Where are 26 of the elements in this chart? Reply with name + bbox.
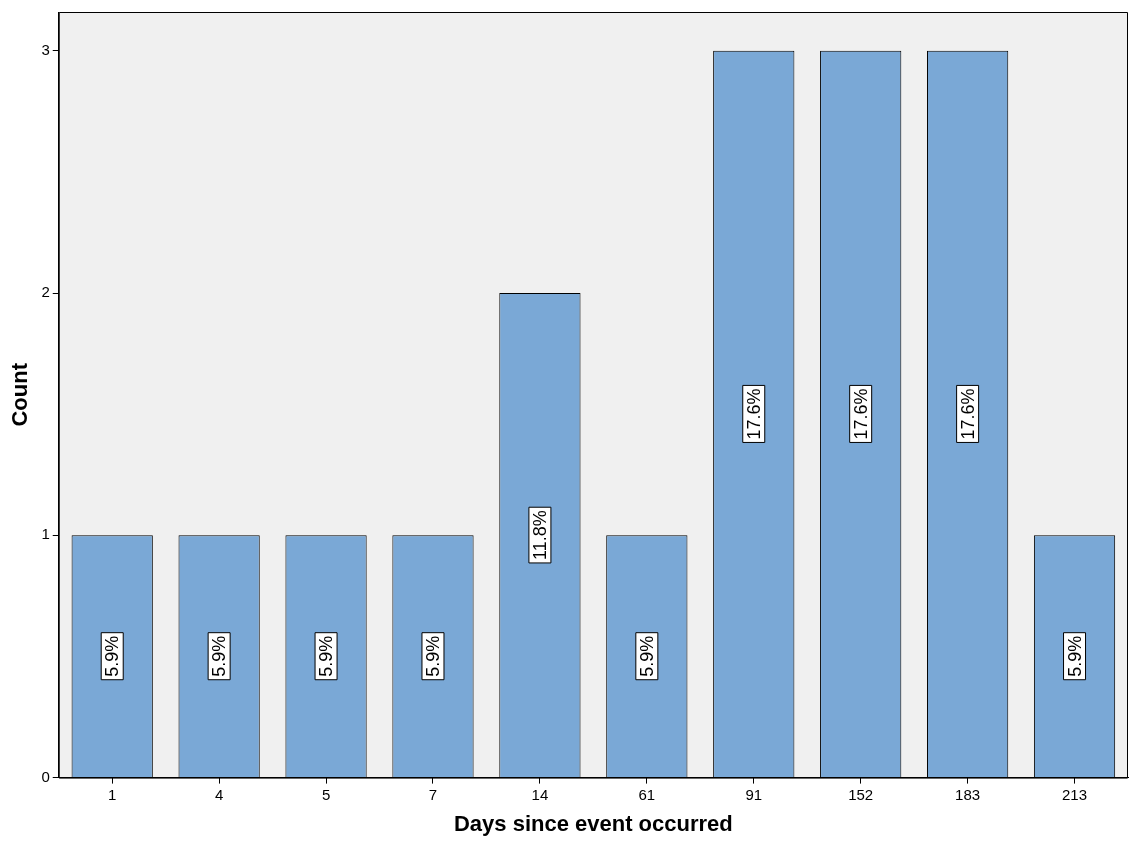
annotation: 11.8% (529, 510, 550, 560)
y-tick-label: 1 (41, 525, 50, 543)
y-tick-label: 2 (41, 283, 50, 301)
x-tick-label: 91 (745, 785, 763, 803)
y-tick-label: 3 (41, 40, 50, 58)
x-tick-label: 1 (108, 785, 117, 803)
annotation: 5.9% (102, 635, 123, 677)
annotation: 17.6% (850, 388, 871, 440)
annotation: 5.9% (316, 635, 337, 677)
x-tick-label: 14 (531, 785, 549, 803)
x-tick-label: 152 (848, 785, 874, 803)
x-tick-label: 4 (214, 785, 224, 803)
x-tick-label: 183 (955, 785, 981, 803)
annotation: 5.9% (636, 635, 657, 677)
y-axis-title: Count (7, 362, 33, 427)
annotation: 5.9% (1064, 635, 1085, 677)
annotation: 5.9% (209, 635, 230, 677)
x-tick-label: 7 (428, 785, 438, 803)
x-tick-label: 5 (321, 785, 331, 803)
annotation: 17.6% (957, 388, 978, 440)
annotation: 17.6% (743, 388, 764, 440)
x-axis-title: Days since event occurred (453, 810, 733, 836)
x-tick-label: 61 (638, 785, 656, 803)
x-tick-label: 213 (1062, 785, 1088, 803)
annotation: 5.9% (422, 635, 443, 677)
y-tick-label: 0 (41, 767, 50, 785)
